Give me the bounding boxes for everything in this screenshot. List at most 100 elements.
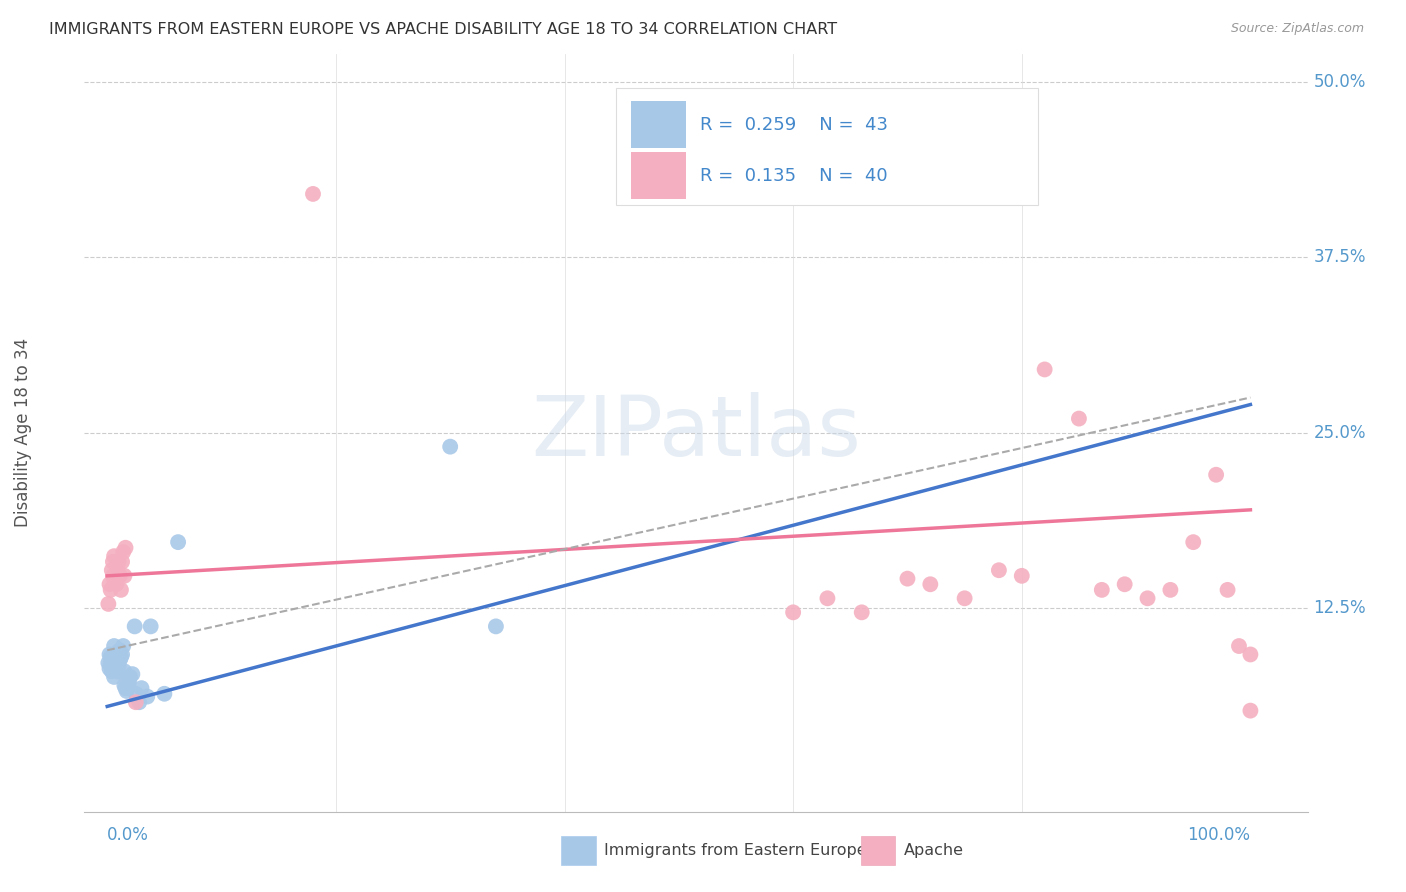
Point	[107, 645, 129, 659]
Point	[98, 648, 121, 662]
Point	[1033, 362, 1056, 376]
Bar	[860, 836, 896, 865]
Point	[1136, 591, 1159, 606]
Point	[101, 653, 124, 667]
Point	[125, 687, 148, 701]
Point	[104, 658, 127, 673]
Point	[668, 103, 690, 117]
Point	[1239, 704, 1261, 718]
Text: 25.0%: 25.0%	[1313, 424, 1365, 442]
Point	[100, 657, 122, 672]
Point	[1114, 577, 1136, 591]
Point	[896, 572, 918, 586]
Point	[101, 563, 124, 577]
Point	[103, 549, 125, 564]
Point	[98, 661, 121, 675]
FancyBboxPatch shape	[616, 87, 1039, 205]
Point	[1205, 467, 1227, 482]
Point	[121, 667, 143, 681]
Point	[987, 563, 1010, 577]
Point	[117, 678, 139, 692]
Point	[107, 563, 129, 577]
Point	[136, 690, 159, 704]
Point	[108, 653, 131, 667]
Point	[953, 591, 976, 606]
Point	[1239, 648, 1261, 662]
Point	[107, 648, 129, 662]
Point	[112, 665, 135, 679]
Point	[104, 648, 127, 662]
Point	[111, 555, 134, 569]
Point	[103, 639, 125, 653]
Point	[153, 687, 176, 701]
Point	[107, 658, 129, 673]
Text: Immigrants from Eastern Europe: Immigrants from Eastern Europe	[605, 843, 868, 858]
Text: ZIPatlas: ZIPatlas	[531, 392, 860, 473]
Point	[139, 619, 162, 633]
Point	[103, 670, 125, 684]
Text: 100.0%: 100.0%	[1188, 826, 1250, 844]
Point	[302, 186, 325, 201]
Point	[101, 555, 124, 569]
Point	[851, 605, 873, 619]
Text: 37.5%: 37.5%	[1313, 248, 1365, 266]
Point	[817, 591, 839, 606]
Bar	[631, 152, 686, 199]
Bar	[561, 836, 596, 865]
Point	[111, 648, 134, 662]
Point	[1067, 411, 1090, 425]
Point	[167, 535, 190, 549]
Text: Source: ZipAtlas.com: Source: ZipAtlas.com	[1230, 22, 1364, 36]
Point	[131, 681, 153, 695]
Point	[98, 577, 121, 591]
Point	[782, 605, 804, 619]
Point	[101, 569, 124, 583]
Point	[101, 665, 124, 679]
Point	[105, 653, 128, 667]
Point	[103, 573, 125, 587]
Point	[97, 597, 120, 611]
Point	[107, 665, 129, 679]
Point	[112, 678, 135, 692]
Point	[118, 675, 141, 690]
Point	[1227, 639, 1250, 653]
Point	[108, 569, 131, 583]
Text: Disability Age 18 to 34: Disability Age 18 to 34	[14, 338, 32, 527]
Point	[1091, 582, 1114, 597]
Point	[120, 670, 142, 684]
Point	[110, 650, 132, 665]
Point	[107, 555, 129, 569]
Text: IMMIGRANTS FROM EASTERN EUROPE VS APACHE DISABILITY AGE 18 TO 34 CORRELATION CHA: IMMIGRANTS FROM EASTERN EUROPE VS APACHE…	[49, 22, 838, 37]
Point	[920, 577, 942, 591]
Point	[101, 658, 124, 673]
Text: 50.0%: 50.0%	[1313, 72, 1365, 91]
Text: 0.0%: 0.0%	[107, 826, 149, 844]
Text: R =  0.259    N =  43: R = 0.259 N = 43	[700, 116, 887, 134]
Text: R =  0.135    N =  40: R = 0.135 N = 40	[700, 167, 887, 185]
Point	[112, 545, 135, 559]
Point	[100, 650, 122, 665]
Point	[115, 684, 138, 698]
Text: Apache: Apache	[904, 843, 965, 858]
Text: 12.5%: 12.5%	[1313, 599, 1365, 617]
Point	[125, 695, 148, 709]
Point	[112, 639, 135, 653]
Point	[1011, 569, 1033, 583]
Point	[110, 582, 132, 597]
Point	[108, 643, 131, 657]
Point	[105, 658, 128, 673]
Point	[114, 681, 136, 695]
Point	[100, 582, 122, 597]
Point	[124, 619, 146, 633]
Point	[114, 541, 136, 555]
Point	[104, 569, 127, 583]
Point	[128, 695, 150, 709]
Point	[1216, 582, 1239, 597]
Point	[101, 650, 124, 665]
Point	[97, 656, 120, 670]
Point	[1182, 535, 1205, 549]
Point	[439, 440, 461, 454]
Point	[485, 619, 508, 633]
Point	[112, 569, 135, 583]
Point	[105, 577, 128, 591]
